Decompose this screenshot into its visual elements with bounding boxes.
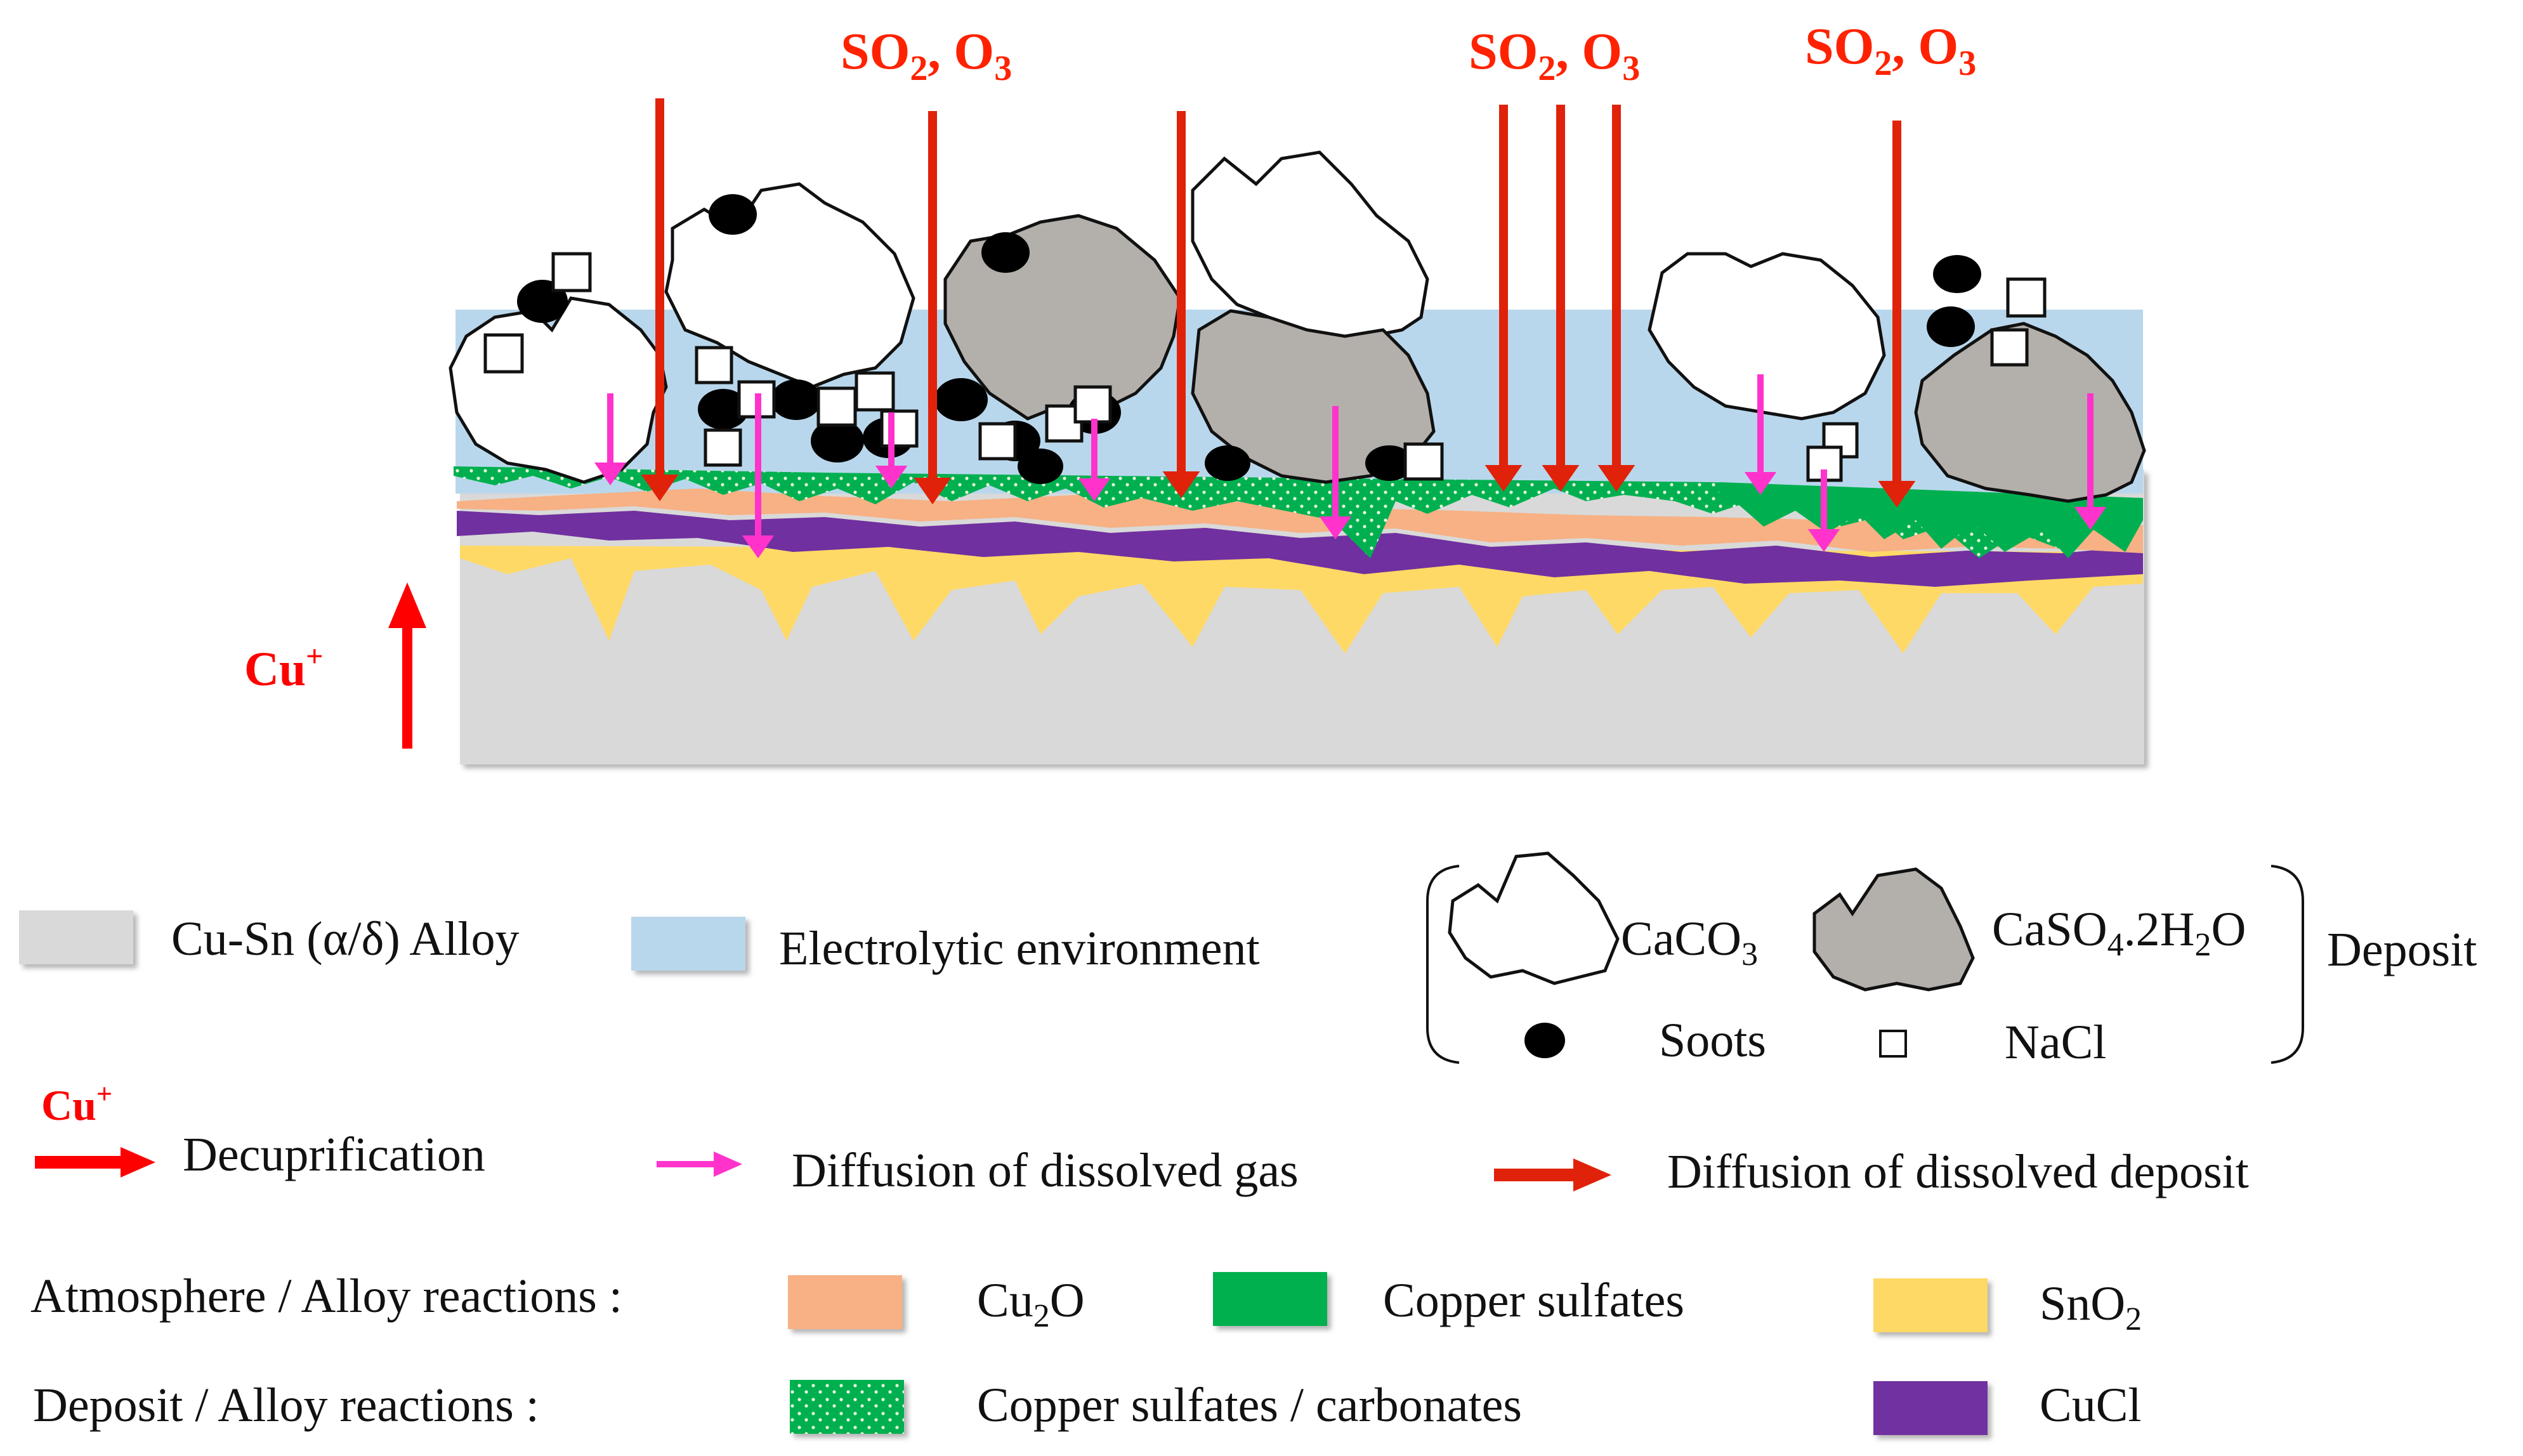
gas-diffusion-label: Diffusion of dissolved gas [792,1144,1299,1197]
gas-arrow [914,111,952,504]
diffusion-arrow [1744,374,1777,495]
gas-sub: 2 [1874,44,1892,83]
gypsum-legend-icon [1812,867,1975,992]
nacl-label: NaCl [2005,1016,2106,1069]
gas-arrow [1878,121,1916,508]
diffusion-arrow [1319,406,1352,539]
cu2o-layer [457,489,2143,553]
gas-sub2: 3 [1958,44,1976,83]
gas-sep: , O [1892,17,1958,75]
caso4-d: 2 [2194,927,2211,963]
sulfates-label: Copper sulfates [1383,1274,1684,1327]
soot-legend-icon [1524,1023,1565,1058]
svg-text:SO2, O3: SO2, O3 [1805,17,1976,83]
caco3-particle [664,182,915,389]
cu-ion-sup: + [306,639,323,673]
sno2-main: SnO [2040,1277,2125,1330]
diffusion-arrows [594,374,2107,558]
deposit-bracket-right [2271,865,2304,1064]
nacl-legend-icon [1879,1030,1907,1058]
decupr-ion-sup: + [96,1079,112,1110]
gas-label-2: SO2, O3 [1469,22,1640,88]
gas-sub2: 3 [994,49,1012,88]
dep-reactions-title: Deposit / Alloy reactions : [33,1379,539,1432]
soots-label: Soots [1659,1014,1766,1067]
decupr-label: Decuprification [183,1128,485,1181]
alloy-swatch [19,910,133,964]
caso4-a: CaSO [1992,903,2107,956]
cu-ion-arrow [388,582,426,749]
diffusion-arrow [2074,393,2107,530]
cucl-label: CuCl [2040,1379,2142,1432]
caso4-e: O [2211,903,2246,956]
caco3-particle [1191,150,1429,344]
svg-text:SO2, O3: SO2, O3 [1469,22,1640,88]
gas-arrow [1597,105,1635,492]
gas-arrows [641,98,1916,508]
cross-section: SO2, O3 SO2, O3 SO2, O3 Cu+ [244,17,2146,764]
sulfates-swatch [1213,1272,1327,1326]
decupr-ion-main: Cu [41,1081,96,1129]
caco3-sub: 3 [1741,936,1758,973]
caco3-main: CaCO [1621,912,1741,966]
sulfates-carbonates-label: Copper sulfates / carbonates [977,1379,1522,1432]
gas-label-1: SO2, O3 [841,22,1012,88]
diffusion-arrow [1807,469,1840,552]
gas-arrow [1162,111,1200,498]
sno2-label: SnO2 [2040,1277,2142,1337]
gas-sep: , O [927,22,994,80]
gas-sub: 2 [910,49,927,88]
sno2-swatch [1873,1278,1988,1332]
gas-arrow [1542,105,1580,492]
legend: Cu-Sn (α/δ) Alloy Electrolytic environme… [19,851,2477,1435]
alloy-label: Cu-Sn (α/δ) Alloy [171,912,520,966]
caso4-legend-label: CaSO4.2H2O [1992,903,2246,963]
cu2o-label: Cu2O [977,1274,1085,1334]
nacl-particles [483,252,2047,482]
cu2o-sub: 2 [1033,1298,1050,1334]
electrolyte-label: Electrolytic environment [779,922,1260,975]
cu-ion-main: Cu [244,643,306,696]
caco3-legend-label: CaCO3 [1621,912,1758,973]
gas-sub: 2 [1538,49,1556,88]
cu2o-end: O [1050,1274,1085,1327]
caco3-particle [1648,252,1886,421]
deposit-label: Deposit [2327,923,2477,976]
decupr-arrow-icon [35,1147,155,1177]
gas-sub2: 3 [1622,49,1640,88]
sno2-sub: 2 [2125,1301,2142,1337]
cu-ion-label: Cu+ [244,639,324,696]
deposit-bracket-left [1426,865,1460,1064]
gas-sep: , O [1556,22,1622,80]
deposit-diffusion-arrow-icon [1494,1158,1611,1191]
atm-reactions-title: Atmosphere / Alloy reactions : [30,1269,622,1323]
gas-arrow [641,98,679,501]
gas-diffusion-arrow-icon [657,1151,742,1177]
gas-main: SO [1805,17,1874,75]
svg-text:SO2, O3: SO2, O3 [841,22,1012,88]
caco3-legend-icon [1448,851,1620,985]
electrolyte-swatch [631,917,745,971]
sulfates-carbonates-swatch [790,1380,904,1434]
diffusion-arrow [875,412,908,489]
caso4-b: 4 [2107,927,2124,963]
diffusion-arrow [1078,419,1111,501]
diffusion-arrow [594,393,627,485]
cucl-layer [457,511,2143,587]
decupr-ion-label: Cu+ [41,1079,112,1129]
gas-arrow [1484,105,1523,492]
gas-label-3: SO2, O3 [1805,17,1976,83]
gas-main: SO [841,22,910,80]
gas-main: SO [1469,22,1538,80]
diffusion-arrow [742,393,775,558]
cu2o-main: Cu [977,1274,1033,1327]
deposit-diffusion-label: Diffusion of dissolved deposit [1667,1145,2249,1198]
caso4-c: .2H [2124,903,2195,956]
cu2o-swatch [788,1275,902,1329]
cucl-swatch [1873,1381,1988,1435]
